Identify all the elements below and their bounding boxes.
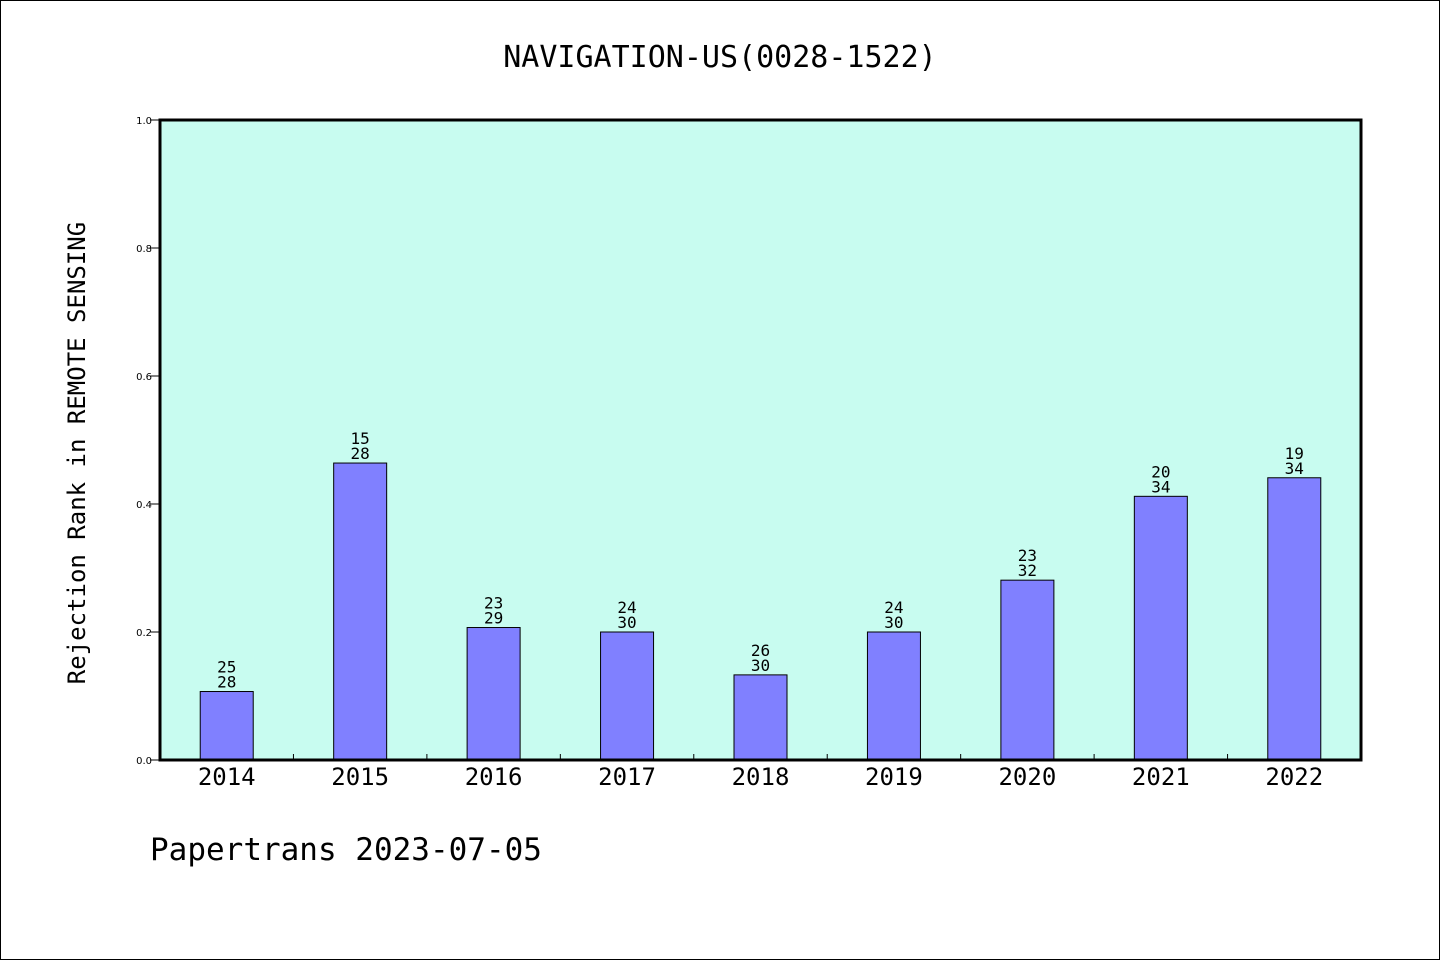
plot-border <box>158 118 1363 762</box>
x-tick-label: 2015 <box>331 763 389 791</box>
x-tick-label: 2014 <box>198 763 256 791</box>
bar-2017 <box>600 631 655 761</box>
y-tick-label: 0.2 <box>136 628 152 639</box>
bar-2014 <box>199 691 254 761</box>
bar-2018 <box>733 674 788 761</box>
x-tick-label: 2019 <box>865 763 923 791</box>
data-label-top: 19 <box>1285 444 1304 463</box>
data-label-bottom: 28 <box>351 444 370 463</box>
x-tick-label: 2017 <box>598 763 656 791</box>
bars <box>199 462 1322 761</box>
data-label-top: 23 <box>484 594 503 613</box>
data-label-bottom: 30 <box>884 613 903 632</box>
bar-2019 <box>866 631 921 761</box>
data-label-bottom: 34 <box>1151 477 1170 496</box>
footer-credit: Papertrans 2023-07-05 <box>150 832 542 868</box>
data-label-top: 20 <box>1151 462 1170 481</box>
x-tick-label: 2016 <box>465 763 523 791</box>
data-label-top: 24 <box>617 598 636 617</box>
y-tick-label: 0.0 <box>136 756 152 767</box>
data-label-top: 23 <box>1018 546 1037 565</box>
x-tick-label: 2022 <box>1265 763 1323 791</box>
bar-2021 <box>1133 495 1188 761</box>
data-label-bottom: 29 <box>484 609 503 628</box>
bar-2020 <box>1000 579 1055 761</box>
x-axis-tick-labels: 2014 2015 2016 2017 2018 2019 2020 2021 2022 <box>198 763 1323 791</box>
x-tick-label: 2021 <box>1132 763 1190 791</box>
bar-2022 <box>1267 477 1322 761</box>
x-tick-label: 2018 <box>732 763 790 791</box>
y-axis-label: Rejection Rank in REMOTE SENSING <box>63 222 91 684</box>
data-label-bottom: 30 <box>617 613 636 632</box>
x-tick-label: 2020 <box>998 763 1056 791</box>
data-label-bottom: 30 <box>751 656 770 675</box>
y-tick-label: 1.0 <box>136 116 152 127</box>
data-label-top: 24 <box>884 598 903 617</box>
data-label-top: 25 <box>217 658 236 677</box>
data-label-top: 26 <box>751 641 770 660</box>
data-label-bottom: 32 <box>1018 561 1037 580</box>
data-label-bottom: 28 <box>217 673 236 692</box>
data-label-top: 15 <box>351 429 370 448</box>
bar-2016 <box>466 627 521 761</box>
y-tick-label: 0.4 <box>136 500 152 511</box>
y-tick-label: 0.8 <box>136 244 152 255</box>
y-axis-ticks: 0.0 0.2 0.4 0.6 0.8 1.0 <box>136 116 160 767</box>
bar-2015 <box>333 462 388 761</box>
chart-title: NAVIGATION-US(0028-1522) <box>503 40 936 75</box>
y-tick-label: 0.6 <box>136 372 152 383</box>
data-label-bottom: 34 <box>1285 459 1304 478</box>
